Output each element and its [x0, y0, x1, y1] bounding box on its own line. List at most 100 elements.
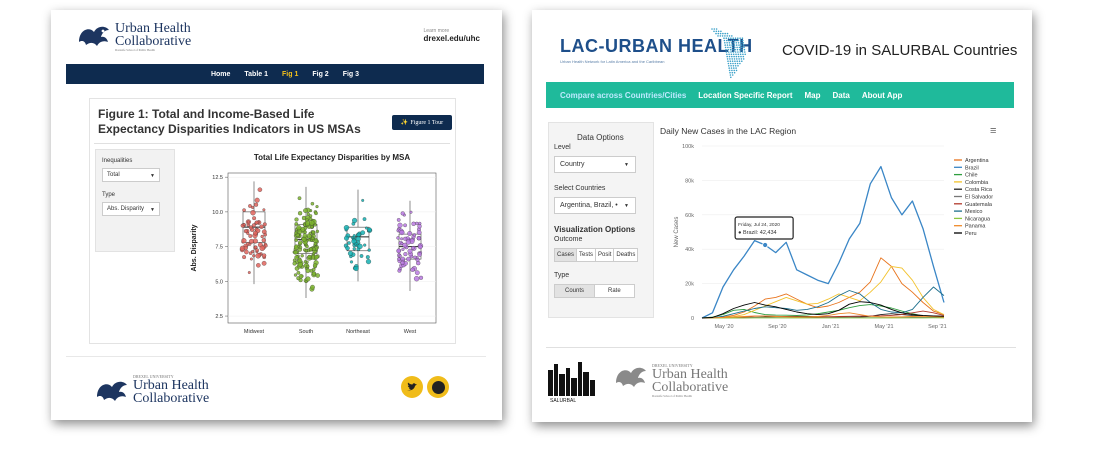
data-point	[356, 232, 361, 237]
map-dot	[727, 48, 730, 51]
legend-label: Colombia	[965, 180, 989, 186]
data-point	[242, 223, 246, 226]
data-point	[305, 244, 309, 249]
map-dot	[735, 69, 738, 72]
nav-location-report[interactable]: Location Specific Report	[698, 90, 793, 100]
map-dot	[731, 69, 733, 72]
data-point	[255, 248, 259, 253]
data-point	[303, 230, 307, 234]
footer-uhc-logo[interactable]: DREXEL UNIVERSITY Urban Health Collabora…	[95, 374, 209, 406]
map-dot	[735, 44, 738, 46]
level-select[interactable]: Country ▼	[554, 156, 636, 173]
caret-down-icon: ▼	[624, 162, 629, 168]
github-icon[interactable]	[427, 376, 449, 398]
nav-fig-2[interactable]: Fig 2	[312, 70, 329, 78]
figure-tour-button[interactable]: ✨ Figure 1 Tour	[392, 115, 452, 130]
map-dot	[713, 30, 715, 33]
nav-fig-3[interactable]: Fig 3	[342, 70, 360, 78]
map-dot	[744, 53, 746, 56]
data-point	[396, 236, 400, 240]
series-line	[702, 310, 945, 319]
data-point	[414, 270, 420, 276]
y-tick-label: 5.0	[215, 279, 223, 285]
map-dot	[724, 32, 726, 35]
countries-select[interactable]: Argentina, Brazil, • ▼	[554, 197, 636, 214]
data-point	[412, 233, 417, 237]
map-dot	[732, 48, 734, 51]
series-line	[701, 304, 945, 319]
nav-about[interactable]: About App	[861, 90, 903, 100]
data-point	[309, 220, 315, 226]
map-dot	[737, 53, 740, 56]
map-dot	[729, 60, 732, 62]
data-point	[243, 229, 248, 234]
nav-table-1[interactable]: Table 1	[244, 70, 269, 78]
data-point	[296, 270, 301, 275]
nav-data[interactable]: Data	[832, 90, 850, 100]
type-select[interactable]: Abs. Disparity ▼	[102, 202, 160, 216]
type-counts[interactable]: Counts	[554, 284, 596, 298]
data-point	[402, 242, 408, 248]
daily-cases-line-chart: Daily New Cases in the LAC Region New Cas…	[660, 126, 993, 330]
y-axis-label: Abs. Disparity	[191, 224, 198, 271]
map-dot	[731, 55, 733, 58]
map-dot	[726, 53, 728, 56]
map-dot	[737, 37, 739, 39]
salurbal-logo[interactable]: SALURBAL	[546, 360, 598, 404]
twitter-icon[interactable]	[401, 376, 423, 398]
footer-divider	[546, 347, 1016, 348]
nav-map[interactable]: Map	[804, 90, 821, 100]
map-dot	[711, 28, 713, 30]
map-dot	[726, 42, 728, 44]
uhc-logo[interactable]: Urban Health Collaborative Dornsife Scho…	[77, 22, 191, 52]
lac-urban-health-logo[interactable]: LAC-URBAN HEALTH Urban Health Network fo…	[560, 36, 753, 64]
nav-home[interactable]: Home	[210, 70, 231, 78]
outcome-posit[interactable]: Posit	[595, 248, 615, 262]
select-countries-label: Select Countries	[554, 185, 606, 192]
map-dot	[731, 58, 733, 60]
data-point	[294, 255, 299, 260]
uhc-link[interactable]: drexel.edu/uhc	[423, 34, 480, 43]
header: Urban Health Collaborative Dornsife Scho…	[51, 10, 502, 62]
data-point	[247, 271, 251, 274]
outcome-tests[interactable]: Tests	[576, 248, 597, 262]
map-dot	[740, 46, 743, 49]
outcome-cases[interactable]: Cases	[554, 248, 578, 262]
map-dot	[734, 65, 737, 67]
data-point	[397, 257, 401, 261]
data-point	[397, 268, 402, 273]
data-point	[255, 253, 261, 259]
map-dot	[722, 32, 724, 35]
nav-compare[interactable]: Compare across Countries/Cities	[560, 90, 687, 100]
data-point	[252, 216, 257, 221]
outcome-deaths[interactable]: Deaths	[613, 248, 639, 262]
data-point	[307, 254, 312, 259]
map-dot	[731, 46, 734, 49]
data-point	[352, 247, 356, 251]
data-point	[292, 261, 297, 266]
map-dot	[742, 53, 744, 56]
figure-title: Figure 1: Total and Income-Based Life Ex…	[98, 107, 361, 136]
data-point	[246, 231, 250, 235]
inequalities-label: Inequalities	[102, 158, 133, 164]
controls-panel: Inequalities Total ▼ Type Abs. Disparity…	[95, 149, 175, 252]
data-point	[417, 252, 422, 257]
data-point	[298, 273, 304, 279]
footer-uhc-logo[interactable]: DREXEL UNIVERSITY Urban Health Collabora…	[614, 363, 728, 398]
nav-fig-1[interactable]: Fig 1	[282, 70, 299, 78]
data-point	[259, 224, 264, 229]
learn-more[interactable]: Learn more drexel.edu/uhc	[424, 28, 480, 43]
map-dot	[734, 51, 737, 53]
map-dot	[741, 48, 743, 51]
footer-logo-text: DREXEL UNIVERSITY Urban Health Collabora…	[652, 363, 728, 398]
legend-label: Mexico	[965, 209, 982, 215]
chart-menu-icon[interactable]: ≡	[990, 125, 997, 137]
map-dot	[717, 32, 720, 35]
footer-logo-tagline: Dornsife School of Public Health	[652, 394, 692, 398]
dragon-logo-icon	[616, 367, 646, 387]
inequalities-select[interactable]: Total ▼	[102, 168, 160, 182]
map-dot	[715, 30, 718, 33]
type-rate[interactable]: Rate	[594, 284, 635, 298]
map-dot	[735, 55, 738, 58]
x-tick-label: Sep '21	[928, 324, 946, 330]
